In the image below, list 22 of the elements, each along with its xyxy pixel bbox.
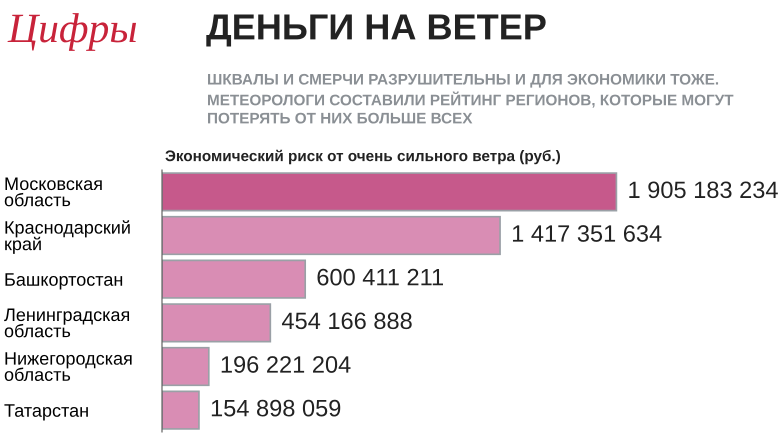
data-label: 1 417 351 634 <box>512 225 662 242</box>
y-tick-label: Московская область <box>4 178 102 206</box>
y-tick-label: Ленинградская область <box>4 308 130 338</box>
data-label: 154 898 059 <box>212 400 340 417</box>
data-label: 454 166 888 <box>282 312 412 330</box>
data-label: 196 221 204 <box>222 356 351 373</box>
y-tick-label: Краснодарский край <box>5 220 130 254</box>
chart-title: ДЕНЬГИ НА ВЕТЕР <box>206 14 546 47</box>
bar <box>162 216 501 256</box>
bar <box>162 303 272 342</box>
y-tick-label: Башкортостан <box>5 273 122 290</box>
bar <box>162 346 210 386</box>
data-label: 600 411 211 <box>318 268 443 286</box>
bar <box>162 390 200 430</box>
y-tick-label: Нижегородская область <box>4 352 132 381</box>
bar <box>162 172 618 212</box>
y-tick-label: Татарстан <box>4 404 88 420</box>
bar <box>162 260 306 299</box>
data-label: 1 905 183 234 <box>629 181 778 198</box>
chart-subtitle: ШКВАЛЫ И СМЕРЧИ РАЗРУШИТЕЛЬНЫ И ДЛЯ ЭКОНОМИКИ ТОЖЕ. МЕТЕОРОЛОГИ СОСТАВИЛИ РЕЙТИНГ РЕГИОНОВ, КОТОРЫЕ МОГУТ ПОТЕРЯТЬ ОТ НИХ БОЛЬШЕ ВСЕХ <box>208 74 734 124</box>
text: Цифры <box>8 13 136 51</box>
text: Экономический риск от очень сильного ветра (руб.) <box>165 150 560 164</box>
